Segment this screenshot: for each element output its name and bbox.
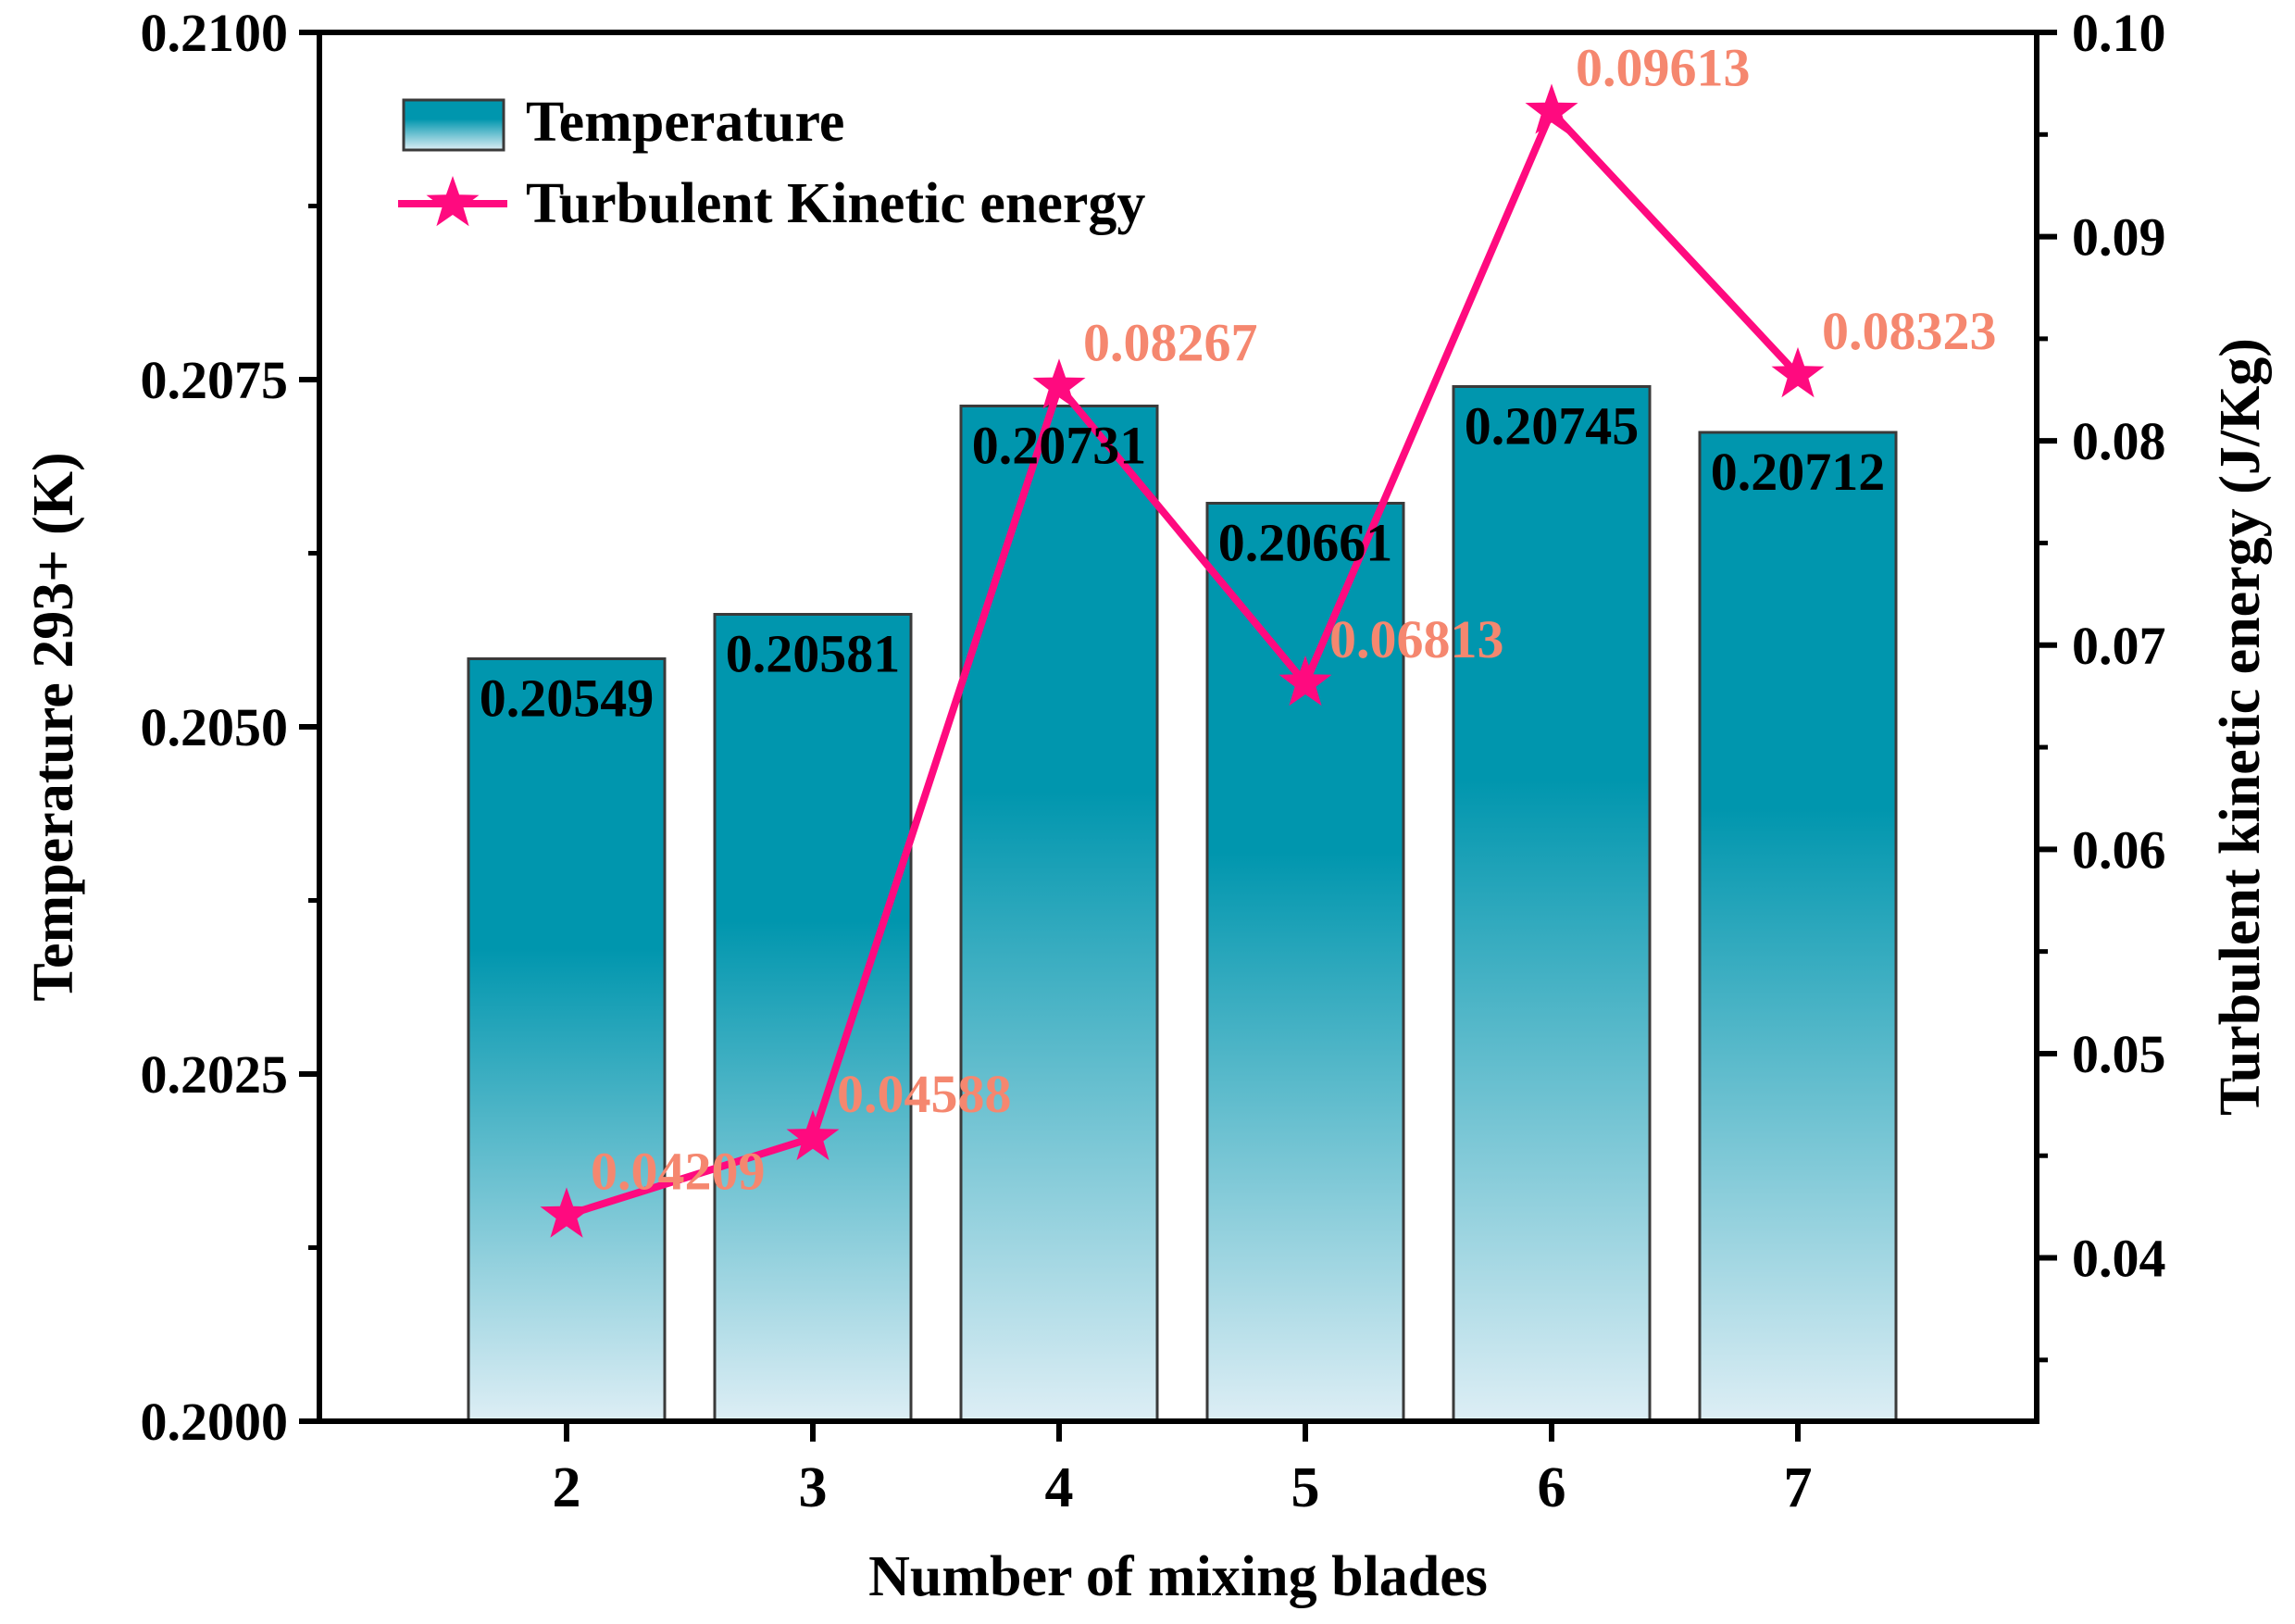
temperature-bar-7 — [1698, 431, 1898, 1423]
temperature-bar-label-3: 0.20581 — [726, 624, 901, 684]
tke-star-marker-2 — [540, 1187, 593, 1238]
tke-star-marker-7 — [1771, 346, 1825, 398]
y-right-tick-label-0.04: 0.04 — [2072, 1229, 2166, 1289]
temperature-bar-4 — [959, 405, 1159, 1423]
y-left-tick-label-0.2075: 0.2075 — [141, 350, 289, 410]
y-right-tick-label-0.06: 0.06 — [2072, 819, 2166, 880]
temperature-bar-2 — [467, 657, 667, 1423]
temperature-bar-label-4: 0.20731 — [972, 416, 1147, 476]
y-axis-label-right: Turbulent kinetic energy (J/Kg) — [2209, 338, 2272, 1116]
legend-swatch-temperature — [402, 98, 505, 152]
y-right-tick-label-0.10: 0.10 — [2072, 3, 2166, 63]
tke-point-label-6: 0.09613 — [1576, 37, 1751, 97]
y-left-tick-label-0.2050: 0.2050 — [141, 697, 289, 757]
tke-star-marker-6 — [1525, 83, 1578, 134]
tke-point-label-2: 0.04209 — [591, 1141, 766, 1201]
x-tick-label-3: 3 — [799, 1456, 828, 1519]
legend-label-temperature: Temperature — [526, 91, 844, 154]
tke-line — [540, 83, 1825, 1238]
temperature-bar-label-6: 0.20745 — [1465, 396, 1640, 456]
axes: 0.2000 0.2025 0.2050 0.2075 0.2100 0.04 0.05 0.… — [141, 3, 2166, 1519]
tke-star-marker-4 — [1032, 358, 1086, 409]
tke-polyline — [565, 107, 1801, 1219]
tke-point-label-7: 0.08323 — [1822, 301, 1997, 361]
legend-star-icon — [426, 176, 480, 227]
temperature-bar-label-5: 0.20661 — [1218, 513, 1393, 573]
x-axis-label: Number of mixing blades — [868, 1545, 1488, 1608]
tke-star-marker-3 — [786, 1109, 840, 1161]
legend: Temperature Turbulent Kinetic energy — [398, 91, 1145, 235]
y-right-tick-label-0.05: 0.05 — [2072, 1024, 2166, 1084]
x-tick-label-7: 7 — [1784, 1456, 1813, 1519]
temperature-bars — [467, 385, 1898, 1423]
y-right-tick-label-0.09: 0.09 — [2072, 207, 2166, 268]
temperature-bar-label-2: 0.20549 — [480, 668, 655, 729]
legend-label-tke: Turbulent Kinetic energy — [526, 172, 1145, 235]
tke-point-label-3: 0.04588 — [837, 1064, 1012, 1124]
y-left-tick-label-0.2000: 0.2000 — [141, 1392, 289, 1452]
tke-point-label-4: 0.08267 — [1083, 312, 1258, 372]
temperature-bar-label-7: 0.20712 — [1711, 442, 1886, 502]
x-tick-label-4: 4 — [1045, 1456, 1074, 1519]
y-right-tick-label-0.07: 0.07 — [2072, 616, 2166, 676]
temperature-bar-6 — [1452, 385, 1652, 1423]
tke-point-label-5: 0.06813 — [1329, 609, 1504, 669]
tke-star-marker-5 — [1278, 656, 1332, 706]
temperature-bar-3 — [713, 613, 913, 1423]
x-tick-label-2: 2 — [553, 1456, 581, 1519]
x-tick-label-6: 6 — [1538, 1456, 1566, 1519]
x-tick-label-5: 5 — [1291, 1456, 1320, 1519]
y-right-tick-label-0.08: 0.08 — [2072, 411, 2166, 471]
y-left-tick-label-0.2025: 0.2025 — [141, 1044, 289, 1105]
y-left-tick-label-0.2100: 0.2100 — [141, 3, 289, 63]
data-labels: 0.20549 0.20581 0.20731 0.20661 0.20745 0.207… — [480, 37, 1997, 1201]
y-axis-label-left: Temperature 293+ (K) — [22, 452, 85, 1001]
